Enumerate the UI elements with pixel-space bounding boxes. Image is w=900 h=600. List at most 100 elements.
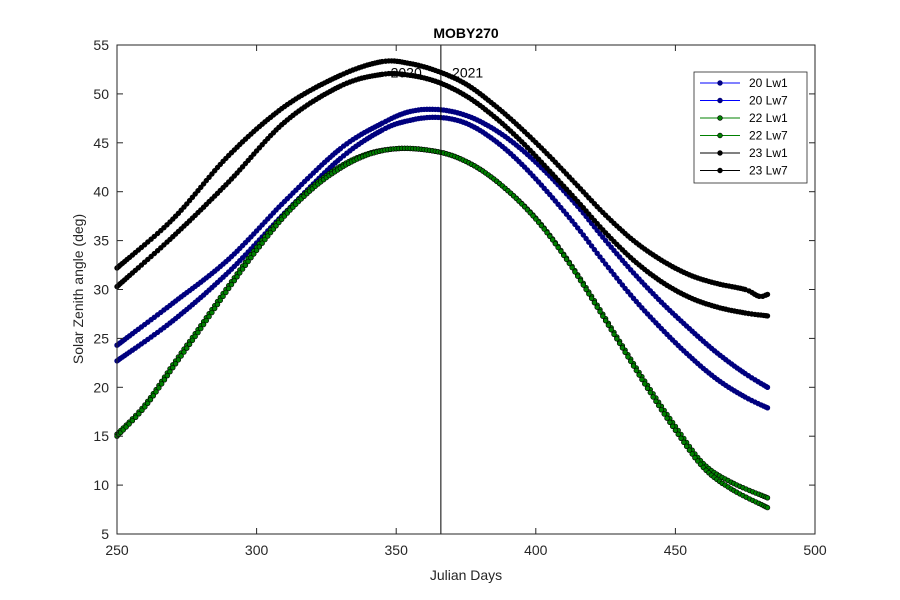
data-point — [170, 365, 176, 371]
data-point — [239, 266, 246, 272]
data-point — [147, 397, 154, 403]
data-point — [129, 418, 136, 424]
data-point — [198, 184, 204, 191]
x-tick-label: 400 — [524, 542, 548, 558]
data-point — [580, 282, 586, 288]
data-point — [167, 369, 173, 375]
legend-item: 20 Lw1 — [700, 76, 788, 90]
data-point — [658, 407, 665, 413]
data-point — [267, 229, 274, 236]
y-tick-label: 40 — [93, 184, 109, 200]
data-point — [580, 232, 586, 238]
y-axis-title: Solar Zenith angle (deg) — [70, 214, 86, 364]
year-annotation: 2021 — [452, 64, 483, 80]
series-layer — [114, 58, 771, 511]
data-point — [572, 269, 578, 275]
data-point — [209, 309, 215, 316]
data-point — [248, 255, 254, 261]
data-point — [569, 264, 575, 271]
data-point — [126, 421, 132, 427]
data-point — [622, 349, 628, 355]
data-point — [692, 455, 698, 461]
data-point — [672, 427, 679, 433]
data-point — [667, 419, 673, 425]
data-point — [619, 345, 626, 351]
data-point — [226, 285, 232, 292]
data-point — [586, 239, 592, 245]
data-point — [583, 235, 589, 242]
data-point — [234, 274, 240, 280]
year-annotation: 2020 — [391, 64, 422, 80]
data-point — [192, 333, 198, 340]
data-point — [764, 313, 771, 319]
data-point — [184, 345, 190, 351]
data-point — [217, 297, 224, 304]
data-point — [661, 411, 667, 417]
y-tick-label: 30 — [93, 282, 109, 298]
data-point — [145, 256, 151, 263]
series-23-lw7 — [114, 70, 771, 319]
data-point — [139, 407, 145, 413]
data-point — [242, 262, 249, 268]
y-tick-label: 5 — [101, 526, 109, 542]
data-point — [608, 268, 614, 274]
data-point — [653, 398, 659, 404]
data-point — [591, 300, 598, 306]
data-point — [574, 225, 581, 231]
annotation-layer: 2020 2021 — [391, 64, 484, 80]
data-point — [237, 270, 243, 276]
data-point — [611, 331, 617, 337]
data-point — [588, 295, 595, 301]
data-point — [245, 258, 251, 265]
data-point — [200, 321, 207, 328]
data-point — [153, 389, 159, 395]
data-point — [633, 367, 639, 374]
data-point — [569, 218, 575, 224]
data-point — [686, 447, 693, 453]
data-point — [616, 340, 623, 346]
x-tick-label: 350 — [385, 542, 409, 558]
data-point — [151, 233, 158, 240]
data-point — [594, 250, 600, 257]
y-tick-label: 55 — [93, 37, 109, 53]
data-point — [159, 381, 165, 387]
x-axis-title: Julian Days — [430, 567, 502, 583]
data-point — [683, 443, 690, 449]
data-point — [616, 278, 623, 285]
data-point — [614, 275, 620, 281]
data-point — [574, 273, 581, 279]
data-point — [164, 373, 171, 379]
data-point — [566, 214, 572, 221]
data-point — [664, 415, 670, 421]
x-tick-label: 500 — [803, 542, 827, 558]
legend-marker — [717, 80, 723, 86]
data-point — [253, 247, 260, 254]
legend-marker — [717, 150, 723, 156]
data-point — [764, 495, 771, 501]
data-point — [577, 277, 584, 284]
data-point — [189, 337, 196, 344]
data-point — [563, 211, 570, 217]
series-20-lw7 — [114, 114, 771, 411]
data-point — [577, 228, 584, 235]
data-point — [547, 233, 553, 240]
data-point — [764, 504, 771, 511]
data-point — [600, 257, 606, 264]
data-point — [614, 336, 620, 342]
data-point — [195, 329, 201, 336]
y-tick-label: 15 — [93, 428, 109, 444]
data-point — [586, 291, 592, 297]
data-point — [142, 404, 148, 410]
data-point — [212, 305, 218, 312]
data-point — [549, 237, 556, 243]
data-point — [145, 400, 151, 406]
data-point — [630, 363, 637, 369]
data-point — [175, 357, 182, 363]
series-20-lw1 — [114, 106, 771, 390]
data-point — [150, 393, 157, 399]
data-point — [669, 423, 676, 429]
x-tick-label: 300 — [245, 542, 269, 558]
x-axis: 250 300 350 400 450 500 — [105, 45, 827, 558]
data-point — [681, 439, 687, 445]
